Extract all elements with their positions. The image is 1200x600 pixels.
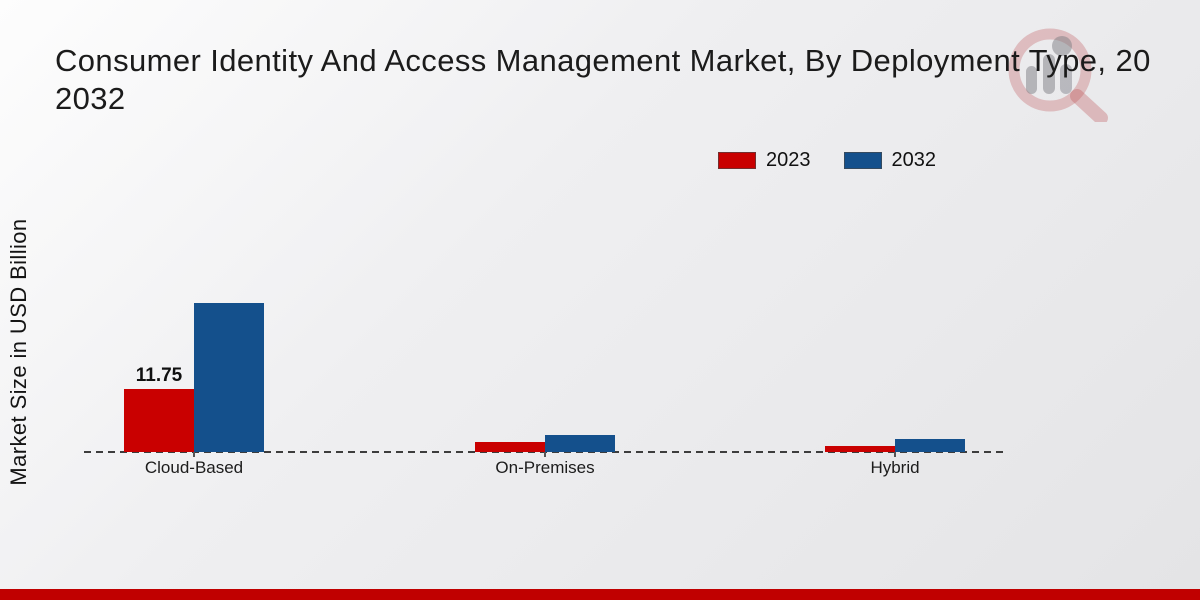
- legend: 2023 2032: [718, 149, 936, 172]
- category-label-on-premises: On-Premises: [495, 458, 595, 477]
- legend-swatch-2023: [718, 152, 756, 169]
- category-label-cloud-based: Cloud-Based: [144, 458, 244, 477]
- bar-2023-hybrid: [825, 446, 895, 452]
- baseline-dashed-line: [84, 451, 1008, 453]
- x-axis-tick-cloud-based: [193, 452, 195, 457]
- legend-item-2032: 2032: [843, 149, 937, 172]
- bar-2032-hybrid: [895, 439, 965, 452]
- footer-accent-bar: [0, 589, 1200, 600]
- legend-swatch-2032: [843, 152, 882, 169]
- watermark-logo: [998, 26, 1116, 125]
- category-label-hybrid: Hybrid: [870, 458, 920, 477]
- x-axis-tick-on-premises: [544, 452, 546, 457]
- legend-label-2032: 2032: [891, 149, 937, 171]
- legend-label-2023: 2023: [766, 149, 811, 171]
- bar-2023-on-premises: [475, 442, 545, 452]
- chart-title-line-2: 2032: [55, 81, 126, 116]
- chart-title: Consumer Identity And Access Management …: [55, 42, 1151, 118]
- bar-2023-cloud-based: [124, 389, 194, 452]
- chart-title-line-1: Consumer Identity And Access Management …: [55, 43, 1151, 78]
- legend-item-2023: 2023: [718, 149, 811, 172]
- bar-2032-cloud-based: [194, 303, 264, 452]
- bar-value-label-cloud-based-2023: 11.75: [135, 365, 183, 386]
- magnifier-bar-chart-icon: [1008, 28, 1108, 125]
- bar-2032-on-premises: [545, 435, 615, 452]
- x-axis-tick-hybrid: [894, 452, 896, 457]
